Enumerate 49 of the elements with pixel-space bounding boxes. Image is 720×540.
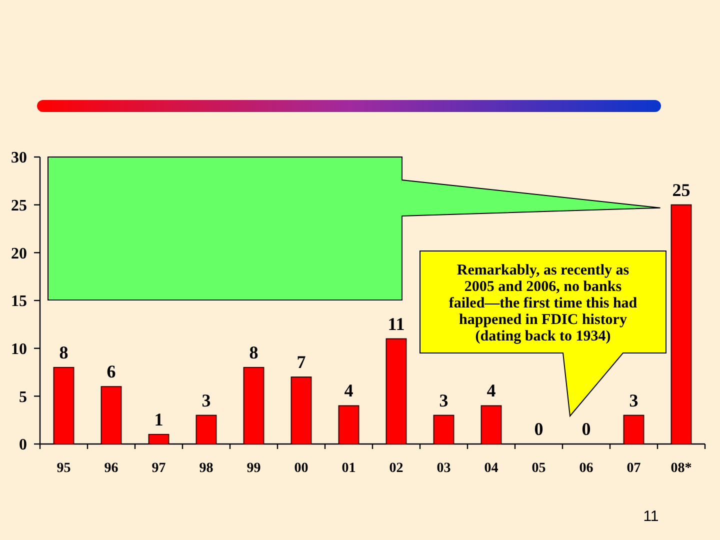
y-tick-label: 10 [11, 340, 27, 358]
x-tick-label: 96 [104, 461, 118, 476]
annotation: Remarkably, as recently as 2005 and 2006, no banks failed—the first time this had happened in FDIC history (dating back to 1934) [448, 262, 638, 344]
y-tick-label: 30 [11, 150, 27, 167]
data-label: 8 [59, 342, 68, 362]
bar [623, 414, 644, 444]
bar [196, 414, 217, 444]
x-tick-label: 99 [246, 461, 261, 476]
x-tick-label: 95 [56, 461, 71, 476]
bar [148, 434, 170, 444]
data-label: 4 [486, 380, 496, 401]
bar [433, 414, 454, 444]
bar [338, 405, 360, 444]
y-tick-label: 0 [19, 436, 27, 454]
data-label: 3 [202, 390, 211, 410]
text: 11 [643, 508, 659, 525]
x-tick-label: 01 [342, 461, 356, 476]
bar [100, 386, 122, 444]
x-tick-label: 97 [152, 461, 166, 476]
bar [53, 366, 74, 444]
y-tick-label: 15 [11, 293, 27, 310]
bar [243, 366, 264, 444]
x-tick-label: 05 [532, 461, 546, 476]
y-tick-label: 25 [11, 197, 27, 214]
y-tick-label: 5 [19, 388, 27, 406]
data-label: 0 [534, 419, 544, 439]
data-label: 11 [388, 314, 405, 334]
y-tick-label: 20 [11, 245, 27, 262]
x-tick-label: 04 [484, 461, 498, 476]
bar [480, 405, 502, 444]
x-tick-label: 00 [294, 461, 308, 476]
bar [386, 338, 407, 444]
bar [670, 204, 692, 444]
data-label: 7 [296, 352, 306, 372]
x-tick-label: 03 [436, 461, 451, 476]
data-label: 0 [582, 419, 591, 439]
data-label: 4 [344, 380, 354, 401]
data-label: 6 [106, 362, 116, 382]
data-label: 8 [249, 342, 258, 362]
x-tick-label: 06 [579, 461, 594, 476]
x-tick-label: 98 [199, 461, 214, 476]
x-tick-label: 08* [670, 461, 692, 476]
x-tick-label: 02 [389, 461, 404, 476]
bar [290, 376, 312, 444]
data-label: 3 [629, 390, 638, 410]
x-tick-label: 07 [626, 461, 641, 476]
data-label: 3 [439, 390, 448, 410]
data-label: 1 [154, 409, 164, 430]
data-label: 25 [672, 180, 690, 200]
